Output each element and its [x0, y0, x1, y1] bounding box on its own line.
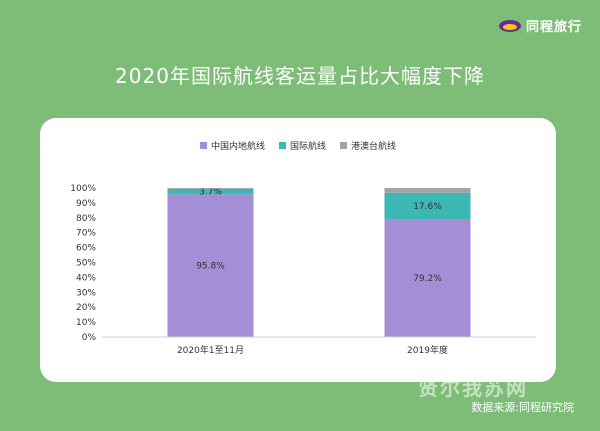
brand-logo: 同程旅行 — [498, 16, 582, 35]
y-tick-label: 50% — [76, 259, 96, 269]
data-label: 3.7% — [199, 188, 222, 198]
bar-segment — [384, 192, 471, 219]
y-tick-label: 70% — [76, 229, 96, 239]
brand-name: 同程旅行 — [525, 20, 582, 35]
y-tick-label: 0% — [82, 333, 97, 343]
y-tick-label: 40% — [76, 273, 96, 283]
data-label: 95.8% — [196, 262, 225, 272]
chart-legend: 中国内地航线 国际航线 港澳台航线 — [40, 139, 556, 152]
legend-label: 港澳台航线 — [351, 142, 397, 152]
bar-segment — [384, 218, 471, 337]
y-tick-label: 20% — [76, 303, 96, 313]
legend-swatch — [278, 142, 286, 149]
legend-swatch — [199, 142, 207, 149]
legend-item: 港澳台航线 — [340, 139, 396, 152]
x-category-label: 2020年1至11月 — [177, 344, 244, 356]
bar-segment — [167, 188, 254, 195]
brand-mascot-icon — [498, 19, 521, 32]
legend-item: 国际航线 — [278, 139, 326, 152]
chart-card: 中国内地航线 国际航线 港澳台航线 0% 10% 20% 30% 40% 50% 60% 70% 8… — [40, 118, 556, 382]
bar-segment — [167, 194, 254, 337]
chart-title: 2020年国际航线客运量占比大幅度下降 — [115, 64, 485, 88]
data-label: 17.6% — [413, 202, 442, 212]
legend-label: 中国内地航线 — [210, 142, 265, 152]
watermark: 贤尔我苏网 — [418, 376, 528, 400]
x-category-label: 2019年度 — [407, 344, 448, 356]
y-tick-label: 100% — [70, 184, 96, 194]
y-tick-label: 60% — [76, 244, 96, 254]
legend-label: 国际航线 — [289, 142, 326, 152]
y-tick-label: 80% — [76, 214, 96, 224]
legend-swatch — [340, 142, 347, 149]
stacked-bar-chart: 0% 10% 20% 30% 40% 50% 60% 70% 80% 90% 100% 95.8% 3.… — [70, 184, 536, 356]
bar-segment — [167, 188, 254, 189]
legend-item: 中国内地航线 — [199, 139, 265, 152]
data-label: 79.2% — [413, 274, 442, 284]
data-source: 数据来源:同程研究院 — [471, 401, 574, 414]
y-tick-label: 10% — [76, 318, 96, 328]
y-tick-label: 90% — [76, 199, 96, 209]
bar-segment — [384, 188, 471, 193]
y-tick-label: 30% — [76, 288, 96, 298]
